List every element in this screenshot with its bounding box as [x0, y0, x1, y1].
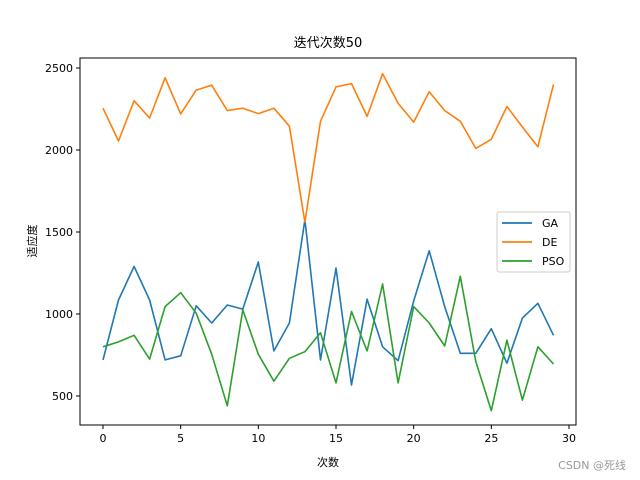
axes-frame: [79, 57, 577, 426]
y-axis: 500 1000 1500 2000 2500: [45, 62, 80, 403]
y-tick-label: 2000: [45, 144, 73, 157]
legend-box: [496, 211, 571, 273]
y-tick-label: 1500: [45, 226, 73, 239]
watermark: CSDN @死线: [558, 459, 626, 472]
plot-area: [102, 72, 555, 412]
series-line-ga: [102, 218, 555, 386]
x-tick-label: 25: [484, 432, 498, 445]
series-line-de: [102, 72, 555, 223]
x-tick-label: 30: [562, 432, 576, 445]
legend-label-ga: GA: [542, 217, 559, 230]
chart-title: 迭代次数50: [294, 35, 363, 51]
x-tick-label: 15: [329, 432, 343, 445]
x-axis-label: 次数: [317, 455, 339, 469]
legend-label-de: DE: [542, 236, 557, 249]
legend: GA DE PSO: [496, 211, 571, 273]
x-tick-label: 5: [177, 432, 184, 445]
y-tick-label: 1000: [45, 308, 73, 321]
y-axis-label: 适应度: [25, 225, 39, 258]
series-line-pso: [102, 275, 555, 412]
y-tick-label: 2500: [45, 62, 73, 75]
x-tick-label: 10: [251, 432, 265, 445]
legend-label-pso: PSO: [542, 255, 565, 268]
y-tick-label: 500: [52, 390, 73, 403]
x-tick-label: 0: [99, 432, 106, 445]
x-axis: 0 5 10 15 20 25 30: [99, 425, 576, 445]
x-tick-label: 20: [407, 432, 421, 445]
